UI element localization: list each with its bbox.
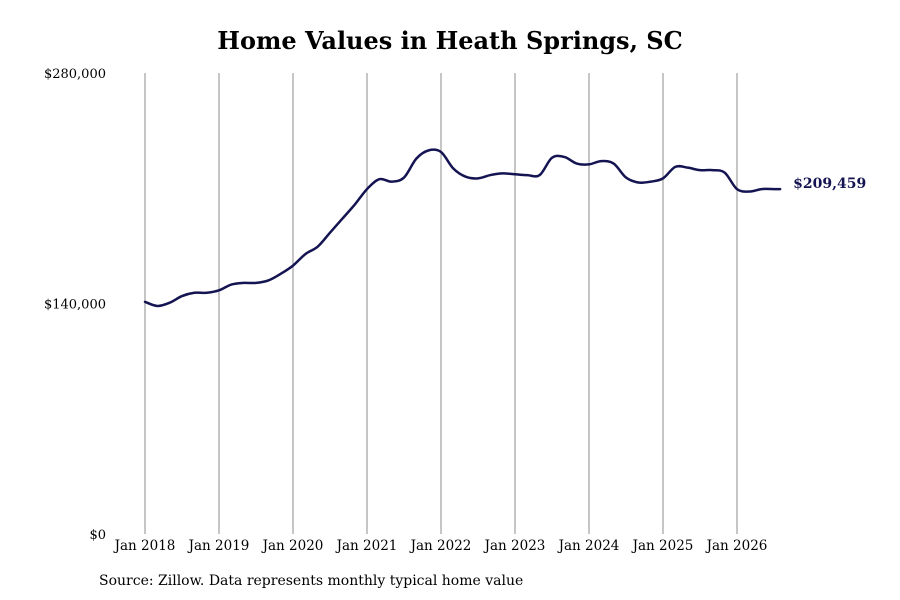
y-axis-ticks: $0 $140,000 $280,000 bbox=[44, 67, 106, 543]
series-line bbox=[143, 148, 782, 308]
x-tick-label: Jan 2021 bbox=[335, 538, 398, 554]
x-tick-label: Jan 2025 bbox=[631, 538, 694, 554]
x-tick-label: Jan 2020 bbox=[261, 538, 324, 554]
y-tick-label: $280,000 bbox=[44, 67, 106, 82]
x-axis-ticks: Jan 2018 Jan 2019 Jan 2020 Jan 2021 Jan 2022… bbox=[113, 538, 768, 554]
x-tick-label: Jan 2019 bbox=[187, 538, 250, 554]
source-note: Source: Zillow. Data represents monthly … bbox=[99, 573, 524, 589]
grid-lines bbox=[144, 73, 738, 534]
y-tick-label: $0 bbox=[89, 528, 106, 543]
x-tick-label: Jan 2022 bbox=[409, 538, 472, 554]
end-value-label: $209,459 bbox=[793, 176, 866, 192]
chart-title: Home Values in Heath Springs, SC bbox=[217, 26, 683, 55]
y-tick-label: $140,000 bbox=[44, 298, 106, 313]
x-tick-label: Jan 2026 bbox=[705, 538, 768, 554]
x-tick-label: Jan 2018 bbox=[113, 538, 176, 554]
x-tick-label: Jan 2023 bbox=[483, 538, 546, 554]
x-tick-label: Jan 2024 bbox=[557, 538, 620, 554]
